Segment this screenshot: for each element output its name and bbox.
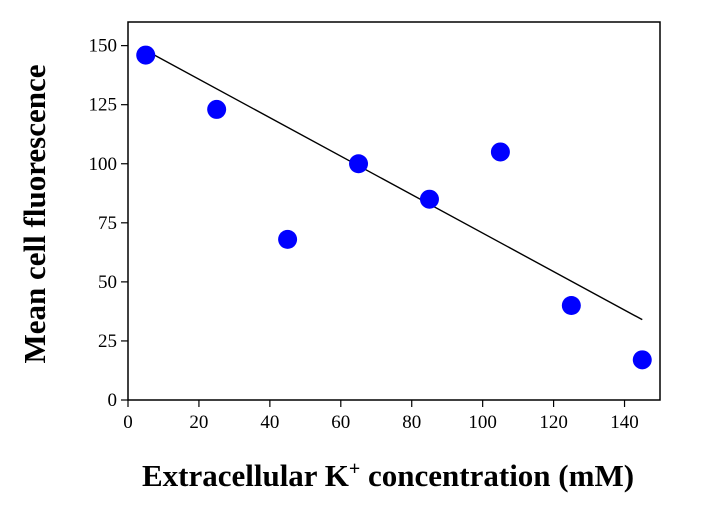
y-axis-ticks: 0 25 50 75 100 125 150 bbox=[89, 36, 128, 411]
x-tick-label: 80 bbox=[402, 412, 421, 433]
y-axis-title: Mean cell fluorescence bbox=[17, 65, 52, 364]
x-axis-ticks: 0 20 40 60 80 100 120 140 bbox=[123, 400, 639, 433]
y-tick-label: 100 bbox=[89, 154, 118, 175]
x-tick-label: 140 bbox=[610, 412, 639, 433]
data-points-layer bbox=[136, 45, 652, 370]
x-tick-label: 20 bbox=[189, 412, 208, 433]
data-point bbox=[419, 189, 439, 209]
plot-area bbox=[127, 21, 661, 401]
y-tick-label: 0 bbox=[108, 390, 118, 411]
x-tick-label: 0 bbox=[123, 412, 133, 433]
x-axis-title: Extracellular K+ concentration (mM) bbox=[142, 458, 634, 493]
y-tick-label: 25 bbox=[98, 331, 117, 352]
y-tick-label: 150 bbox=[89, 36, 118, 57]
data-point bbox=[632, 350, 652, 370]
data-point bbox=[490, 142, 510, 162]
data-point bbox=[561, 296, 581, 315]
y-tick-label: 50 bbox=[98, 272, 117, 293]
x-axis-title-main: Extracellular K bbox=[142, 458, 349, 493]
data-point bbox=[207, 99, 227, 119]
y-tick-label: 75 bbox=[98, 213, 117, 234]
y-tick-label: 125 bbox=[89, 95, 118, 116]
plot-frame bbox=[127, 21, 661, 401]
x-tick-label: 60 bbox=[331, 412, 350, 433]
x-axis-title-superscript: + bbox=[349, 458, 360, 480]
data-point bbox=[349, 154, 369, 174]
trendline-layer bbox=[145, 49, 643, 321]
trendline bbox=[145, 49, 643, 321]
x-axis-title-suffix: concentration (mM) bbox=[360, 458, 634, 493]
data-point bbox=[278, 229, 298, 249]
data-point bbox=[136, 45, 156, 65]
x-tick-label: 100 bbox=[468, 412, 497, 433]
x-tick-label: 40 bbox=[260, 412, 279, 433]
x-tick-label: 120 bbox=[539, 412, 568, 433]
